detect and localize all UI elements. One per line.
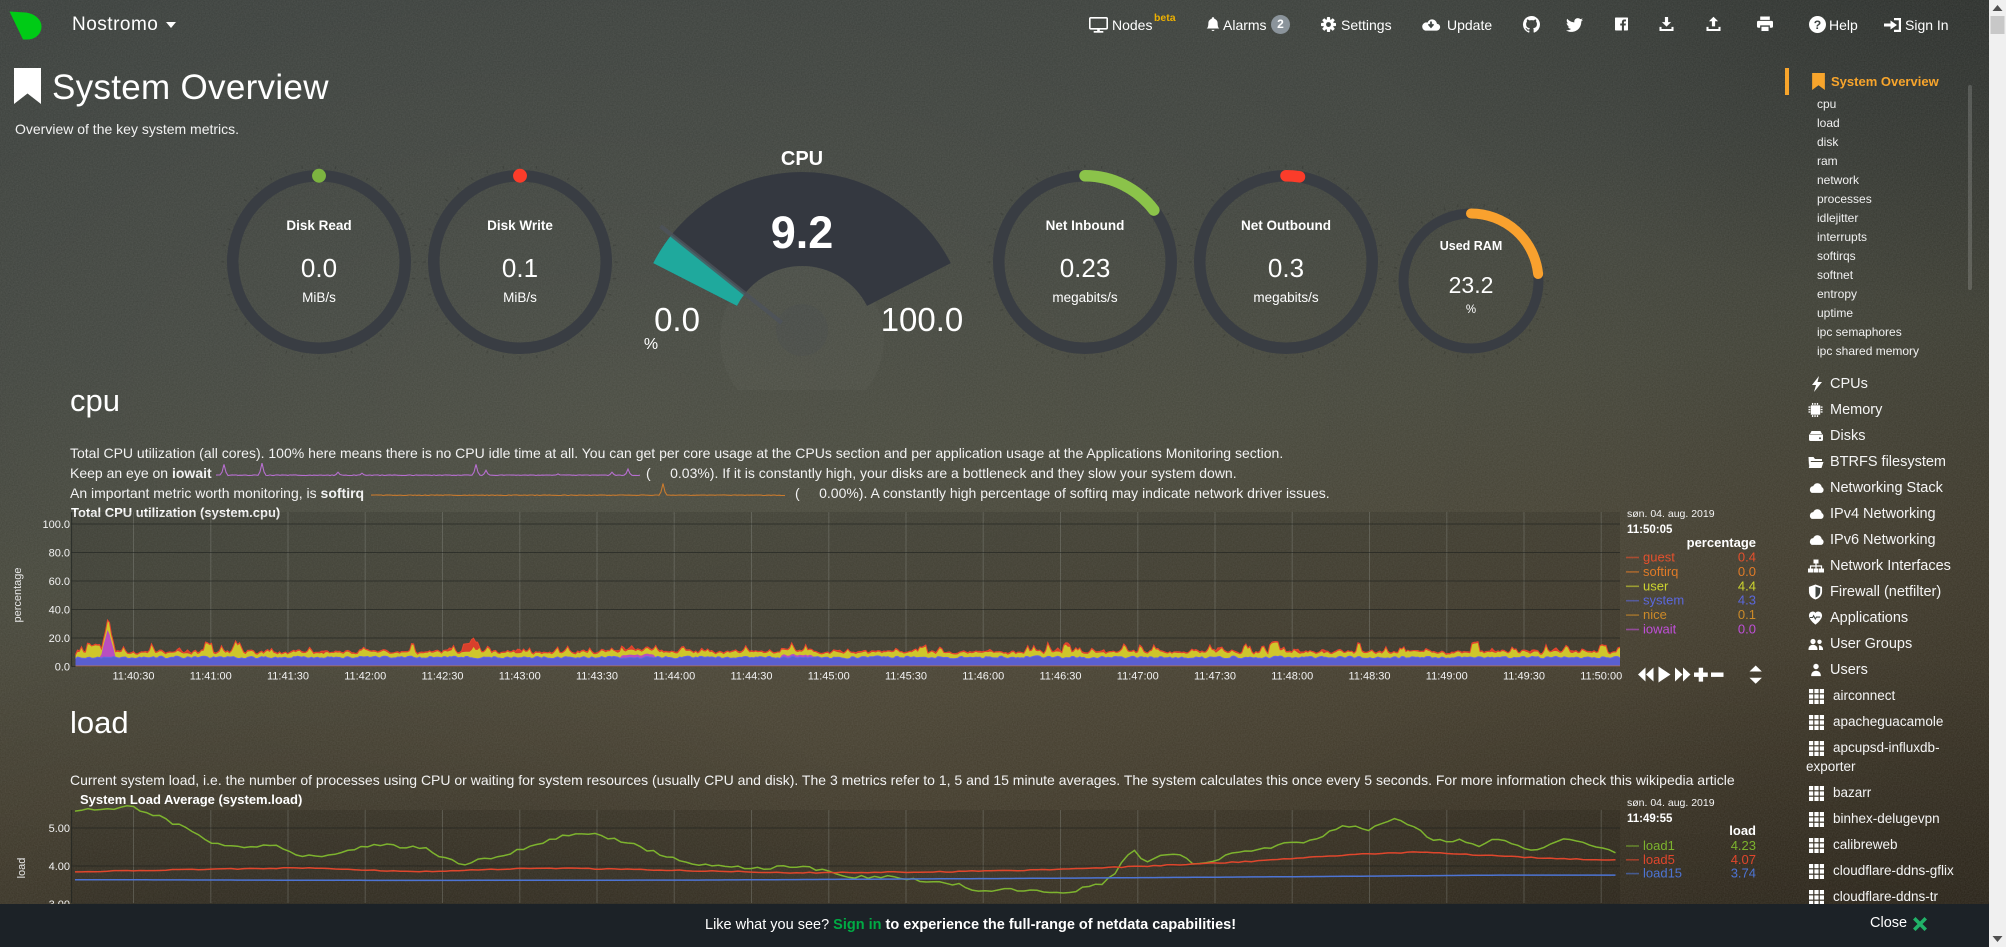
svg-text:0.1: 0.1 <box>502 253 538 283</box>
svg-text:Total CPU utilization (system.: Total CPU utilization (system.cpu) <box>71 505 280 520</box>
svg-text:load: load <box>1729 823 1756 838</box>
svg-text:0.23: 0.23 <box>1060 253 1111 283</box>
svg-text:%: % <box>1466 304 1476 316</box>
svg-text:søn. 04. aug. 2019: søn. 04. aug. 2019 <box>1627 508 1715 520</box>
svg-text:11:43:30: 11:43:30 <box>576 671 618 683</box>
svg-text:0.0: 0.0 <box>1738 564 1756 579</box>
svg-text:11:41:30: 11:41:30 <box>267 671 309 683</box>
svg-text:100.0: 100.0 <box>881 301 964 338</box>
svg-text:%: % <box>644 336 658 353</box>
svg-text:0.0: 0.0 <box>654 301 700 338</box>
svg-text:11:50:00: 11:50:00 <box>1580 671 1622 683</box>
svg-text:Used RAM: Used RAM <box>1440 239 1503 253</box>
svg-text:softirq: softirq <box>1643 564 1678 579</box>
svg-text:Disk Read: Disk Read <box>286 218 351 233</box>
svg-text:load5: load5 <box>1643 852 1675 867</box>
svg-text:40.0: 40.0 <box>49 605 70 617</box>
svg-text:guest: guest <box>1643 550 1675 565</box>
svg-text:4.4: 4.4 <box>1738 578 1756 593</box>
svg-text:11:49:00: 11:49:00 <box>1426 671 1468 683</box>
svg-text:iowait: iowait <box>1643 622 1677 637</box>
svg-text:20.0: 20.0 <box>49 633 70 645</box>
svg-text:0.0: 0.0 <box>301 253 337 283</box>
svg-text:Disk Write: Disk Write <box>487 218 553 233</box>
svg-text:11:48:30: 11:48:30 <box>1348 671 1390 683</box>
svg-text:11:45:00: 11:45:00 <box>808 671 850 683</box>
svg-text:søn. 04. aug. 2019: søn. 04. aug. 2019 <box>1627 797 1715 809</box>
svg-text:11:44:00: 11:44:00 <box>653 671 695 683</box>
svg-text:23.2: 23.2 <box>1449 272 1494 298</box>
svg-text:11:42:30: 11:42:30 <box>421 671 463 683</box>
svg-text:11:46:00: 11:46:00 <box>962 671 1004 683</box>
svg-text:user: user <box>1643 578 1669 593</box>
svg-text:11:40:30: 11:40:30 <box>112 671 154 683</box>
svg-text:megabits/s: megabits/s <box>1052 290 1118 305</box>
svg-text:11:47:00: 11:47:00 <box>1117 671 1159 683</box>
svg-text:100.0: 100.0 <box>42 519 70 531</box>
svg-text:11:45:30: 11:45:30 <box>885 671 927 683</box>
svg-text:11:47:30: 11:47:30 <box>1194 671 1236 683</box>
svg-text:80.0: 80.0 <box>49 548 70 560</box>
svg-text:0.1: 0.1 <box>1738 607 1756 622</box>
svg-text:MiB/s: MiB/s <box>503 290 537 305</box>
svg-text:Net Outbound: Net Outbound <box>1241 218 1331 233</box>
svg-text:4.23: 4.23 <box>1731 838 1756 853</box>
svg-text:Net Inbound: Net Inbound <box>1046 218 1125 233</box>
svg-text:11:42:00: 11:42:00 <box>344 671 386 683</box>
svg-text:11:49:30: 11:49:30 <box>1503 671 1545 683</box>
svg-text:4.00: 4.00 <box>49 861 70 873</box>
svg-text:0.0: 0.0 <box>55 662 70 674</box>
svg-text:MiB/s: MiB/s <box>302 290 336 305</box>
svg-text:3.74: 3.74 <box>1731 866 1756 881</box>
svg-text:11:43:00: 11:43:00 <box>499 671 541 683</box>
svg-text:60.0: 60.0 <box>49 576 70 588</box>
svg-text:load: load <box>16 858 28 879</box>
svg-text:?: ? <box>1814 18 1821 32</box>
svg-text:4.3: 4.3 <box>1738 593 1756 608</box>
svg-text:11:46:30: 11:46:30 <box>1039 671 1081 683</box>
svg-text:percentage: percentage <box>12 567 24 622</box>
svg-text:9.2: 9.2 <box>771 207 834 258</box>
svg-text:11:48:00: 11:48:00 <box>1271 671 1313 683</box>
svg-text:11:50:05: 11:50:05 <box>1627 524 1673 536</box>
svg-text:CPU: CPU <box>781 148 823 170</box>
svg-text:0.4: 0.4 <box>1738 550 1756 565</box>
svg-text:5.00: 5.00 <box>49 823 70 835</box>
svg-text:11:44:30: 11:44:30 <box>730 671 772 683</box>
svg-text:0.3: 0.3 <box>1268 253 1304 283</box>
svg-text:load15: load15 <box>1643 866 1682 881</box>
svg-text:load1: load1 <box>1643 838 1675 853</box>
svg-text:percentage: percentage <box>1687 535 1756 550</box>
svg-text:0.0: 0.0 <box>1738 622 1756 637</box>
svg-text:megabits/s: megabits/s <box>1253 290 1319 305</box>
svg-text:nice: nice <box>1643 607 1667 622</box>
svg-text:11:41:00: 11:41:00 <box>190 671 232 683</box>
svg-text:11:49:55: 11:49:55 <box>1627 813 1673 825</box>
svg-text:4.07: 4.07 <box>1731 852 1756 867</box>
svg-text:system: system <box>1643 593 1684 608</box>
svg-text:System Load Average (system.lo: System Load Average (system.load) <box>80 792 302 807</box>
